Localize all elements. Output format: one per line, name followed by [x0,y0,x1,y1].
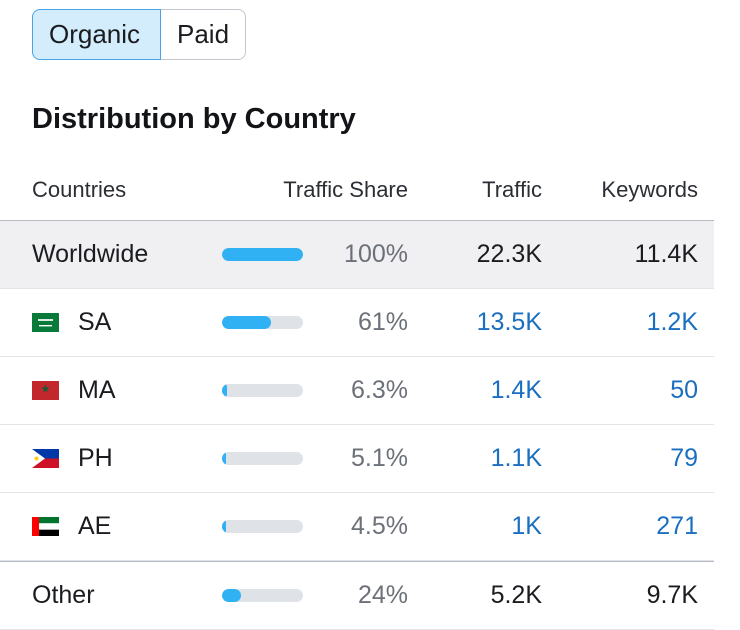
traffic-share-value: 100% [344,240,408,268]
keywords-value: 9.7K [646,581,698,609]
traffic-link[interactable]: 1.1K [490,444,542,472]
keywords-link[interactable]: 79 [670,444,698,472]
keywords-link[interactable]: 1.2K [646,308,698,336]
traffic-share-value: 5.1% [351,444,408,472]
traffic-share-bar-fill [222,384,227,397]
table-header-row: Countries Traffic Share Traffic Keywords [0,165,714,221]
keywords-link[interactable]: 271 [656,512,698,540]
traffic-share-value: 61% [357,308,408,336]
table-row-ma: MA 6.3% 1.4K 50 [0,357,714,425]
country-name: MA [78,376,116,404]
uae-flag-icon [32,517,59,536]
traffic-link[interactable]: 1.4K [490,376,542,404]
country-name: Worldwide [32,240,149,268]
country-name: PH [78,444,113,472]
traffic-value: 5.2K [490,581,542,609]
countries-column-header: Countries [32,177,127,202]
traffic-share-bar [222,384,303,397]
traffic-type-toggle: Organic Paid [32,9,246,60]
keywords-link[interactable]: 50 [670,376,698,404]
table-row-sa: SA 61% 13.5K 1.2K [0,289,714,357]
traffic-link[interactable]: 1K [511,512,542,540]
paid-toggle-button[interactable]: Paid [161,9,246,60]
traffic-share-value: 4.5% [351,512,408,540]
traffic-share-bar [222,452,303,465]
traffic-share-value: 6.3% [351,376,408,404]
traffic-share-bar [222,248,303,261]
traffic-share-bar [222,520,303,533]
morocco-flag-icon [32,381,59,400]
organic-toggle-button[interactable]: Organic [32,9,161,60]
country-name: SA [78,308,112,336]
section-title: Distribution by Country [32,103,356,135]
traffic-share-bar-fill [222,248,303,261]
saudi-arabia-flag-icon [32,313,59,332]
country-name: AE [78,512,112,540]
traffic-column-header: Traffic [482,177,542,202]
traffic-value: 22.3K [476,240,542,268]
traffic-share-bar [222,316,303,329]
table-row-worldwide: Worldwide 100% 22.3K 11.4K [0,221,714,289]
traffic-link[interactable]: 13.5K [476,308,542,336]
traffic-share-bar-fill [222,316,271,329]
table-row-ae: AE 4.5% 1K 271 [0,493,714,561]
traffic-share-column-header: Traffic Share [283,177,408,202]
country-name: Other [32,581,95,609]
traffic-share-value: 24% [357,581,408,609]
keywords-column-header: Keywords [601,177,698,202]
keywords-value: 11.4K [634,240,698,268]
philippines-flag-icon [32,449,59,468]
traffic-share-bar-fill [222,520,226,533]
country-distribution-table: Countries Traffic Share Traffic Keywords… [0,165,714,630]
traffic-share-bar-fill [222,452,226,465]
traffic-share-bar [222,589,303,602]
table-row-other: Other 24% 5.2K 9.7K [0,561,714,630]
traffic-share-bar-fill [222,589,241,602]
table-row-ph: PH 5.1% 1.1K 79 [0,425,714,493]
